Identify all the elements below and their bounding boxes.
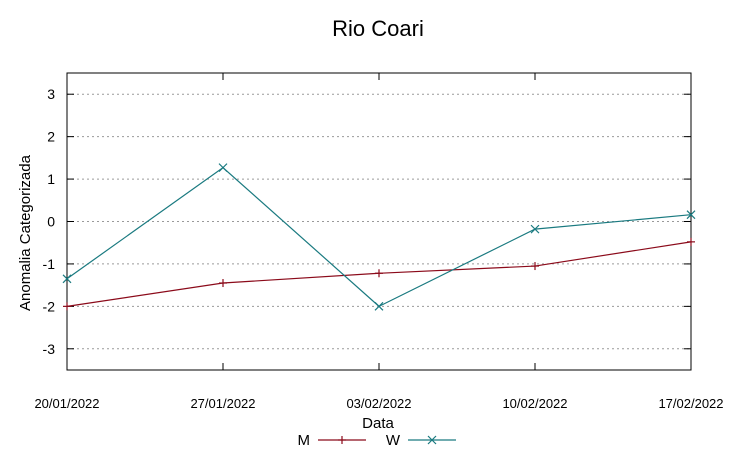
- x-axis-ticks: 20/01/2022 27/01/2022 03/02/2022 10/02/2022…: [34, 73, 724, 411]
- grid-lines: [67, 93, 691, 350]
- y-tick-label: 2: [47, 129, 55, 145]
- x-tick-label: 20/01/2022: [34, 396, 99, 411]
- y-tick-label: 1: [47, 171, 55, 187]
- data-point: [62, 274, 72, 284]
- data-point: [218, 163, 228, 173]
- x-axis-label: Data: [362, 415, 394, 432]
- series-lines: [62, 163, 696, 311]
- data-point: [427, 435, 437, 445]
- y-tick-label: 0: [47, 214, 55, 230]
- data-point: [530, 224, 540, 234]
- marker-stroke: [530, 224, 540, 234]
- y-tick-label: -2: [43, 298, 56, 314]
- legend-label: M: [298, 432, 311, 449]
- marker-stroke: [374, 301, 384, 311]
- data-point: [686, 210, 696, 220]
- y-axis-label: Anomalia Categorizada: [17, 154, 34, 311]
- marker-stroke: [218, 163, 228, 173]
- data-point: [374, 301, 384, 311]
- x-tick-label: 10/02/2022: [502, 396, 567, 411]
- data-point: [219, 279, 227, 288]
- marker-stroke: [62, 274, 72, 284]
- x-tick-label: 17/02/2022: [658, 396, 723, 411]
- marker-stroke: [686, 210, 696, 220]
- data-point: [531, 262, 539, 271]
- chart-title: Rio Coari: [332, 16, 424, 41]
- series-line-W: [66, 166, 692, 308]
- data-point: [338, 436, 346, 444]
- marker-stroke: [427, 435, 437, 445]
- y-tick-label: -3: [43, 341, 56, 357]
- data-point: [687, 237, 695, 246]
- y-axis-ticks: -3 -2 -1 0 1 2 3: [43, 86, 691, 357]
- data-point: [63, 302, 71, 311]
- x-tick-label: 03/02/2022: [346, 396, 411, 411]
- y-tick-label: 3: [47, 86, 55, 102]
- x-tick-label: 27/01/2022: [190, 396, 255, 411]
- legend-label: W: [386, 432, 401, 449]
- data-point: [375, 269, 383, 278]
- y-tick-label: -1: [43, 256, 56, 272]
